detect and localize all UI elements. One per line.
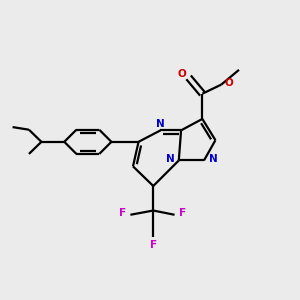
- Text: N: N: [209, 154, 218, 164]
- Text: O: O: [177, 69, 186, 79]
- Text: F: F: [118, 208, 126, 218]
- Text: F: F: [179, 208, 186, 218]
- Text: O: O: [224, 78, 233, 88]
- Text: N: N: [156, 119, 165, 130]
- Text: N: N: [166, 154, 175, 164]
- Text: F: F: [150, 240, 157, 250]
